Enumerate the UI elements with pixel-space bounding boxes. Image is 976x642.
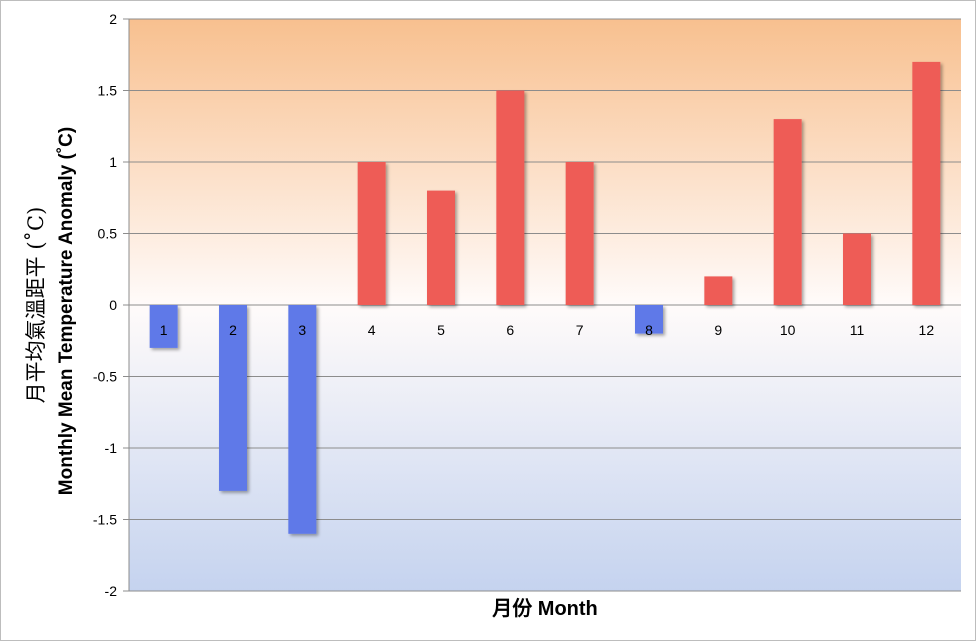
gridlines — [123, 18, 961, 592]
y-tick-label: -1 — [105, 440, 118, 456]
x-category-label: 7 — [576, 322, 584, 338]
x-category-label: 9 — [714, 322, 722, 338]
y-tick-label: 0.5 — [98, 226, 118, 242]
bar-month-7 — [565, 162, 594, 305]
x-category-label: 12 — [919, 322, 935, 338]
x-category-label: 10 — [780, 322, 796, 338]
y-axis-title-zh: 月平均氣溫距平 (˚C) — [24, 207, 48, 404]
bar-month-11 — [843, 233, 871, 305]
bar-month-8 — [635, 305, 663, 334]
bars — [149, 61, 941, 534]
x-category-label: 5 — [437, 322, 445, 338]
bar-month-10 — [773, 119, 802, 305]
y-tick-label: 1.5 — [98, 83, 118, 99]
x-axis-title: 月份 Month — [491, 596, 598, 620]
bar-month-1 — [149, 305, 178, 348]
x-category-label: 4 — [368, 322, 376, 338]
bar-month-2 — [219, 305, 247, 491]
bar-month-3 — [288, 305, 317, 534]
bar-month-12 — [912, 61, 941, 306]
y-tick-label: -0.5 — [93, 369, 117, 385]
y-tick-label: -1.5 — [93, 512, 117, 528]
bar-month-9 — [704, 276, 733, 305]
y-tick-label: 0 — [109, 297, 117, 313]
x-category-label: 3 — [298, 322, 306, 338]
x-category-label: 6 — [506, 322, 514, 338]
x-category-label: 2 — [229, 322, 237, 338]
x-category-labels: 1 2 3 4 5 6 7 8 9 10 11 12 — [160, 322, 935, 338]
bar-month-5 — [427, 190, 455, 305]
y-axis-ticks: 2 1.5 1 0.5 0 -0.5 -1 -1.5 -2 — [93, 11, 117, 599]
bar-month-6 — [496, 90, 525, 305]
x-category-label: 11 — [850, 322, 865, 338]
x-category-label: 1 — [160, 322, 168, 338]
bar-month-4 — [357, 162, 386, 305]
y-tick-label: 2 — [109, 11, 117, 27]
y-tick-label: 1 — [109, 154, 117, 170]
x-category-label: 8 — [645, 322, 653, 338]
y-axis-title: Monthly Mean Temperature Anomaly (˚C) — [56, 127, 77, 495]
y-tick-label: -2 — [105, 583, 118, 599]
